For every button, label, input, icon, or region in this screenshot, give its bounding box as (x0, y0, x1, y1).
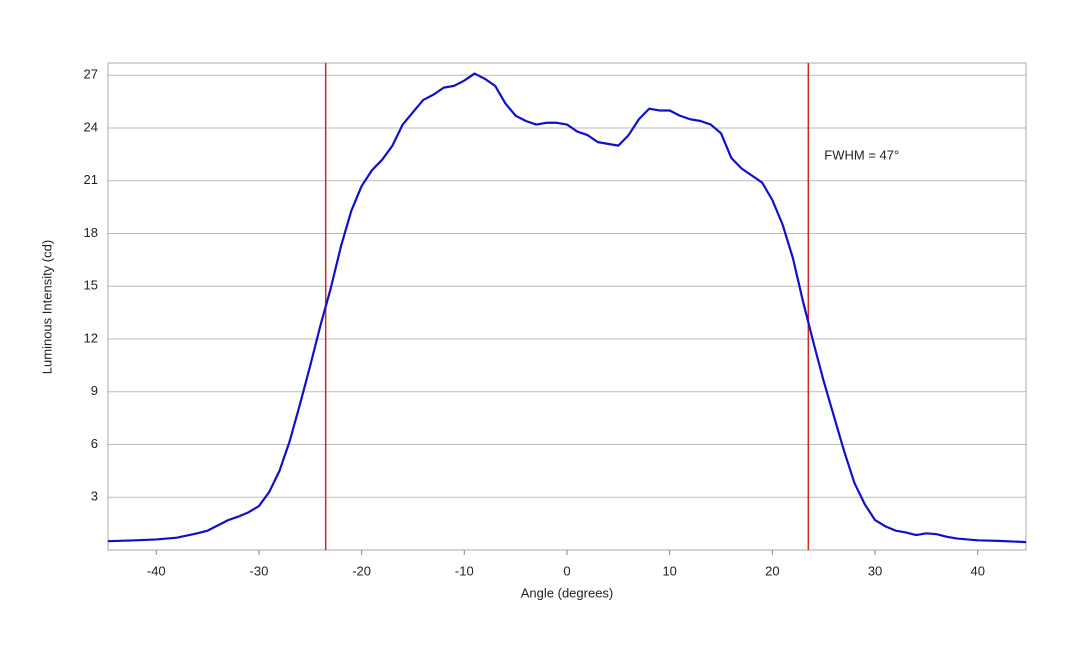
y-tick-label: 12 (84, 330, 98, 345)
x-tick-label: 40 (971, 563, 985, 578)
y-tick-label: 3 (91, 489, 98, 504)
x-tick-label: 20 (765, 563, 779, 578)
x-tick-label: -10 (455, 563, 474, 578)
y-tick-label: 9 (91, 383, 98, 398)
plot-border (107, 62, 1027, 551)
y-tick-label: 15 (84, 278, 98, 293)
x-tick-label: 30 (868, 563, 882, 578)
y-tick-label: 18 (84, 225, 98, 240)
x-tick-label: 0 (563, 563, 570, 578)
y-tick-label: 21 (84, 172, 98, 187)
y-tick-label: 6 (91, 436, 98, 451)
x-tick-label: -40 (147, 563, 166, 578)
x-tick-label: -20 (352, 563, 371, 578)
x-tick-label: 10 (662, 563, 676, 578)
y-axis-label: Luminous Intensity (cd) (39, 240, 54, 374)
x-axis-label: Angle (degrees) (521, 585, 614, 600)
annotation: FWHM = 47° (824, 147, 899, 162)
y-tick-label: 27 (84, 67, 98, 82)
x-tick-label: -30 (250, 563, 269, 578)
y-tick-label: 24 (84, 119, 98, 134)
data-line (107, 72, 1027, 544)
